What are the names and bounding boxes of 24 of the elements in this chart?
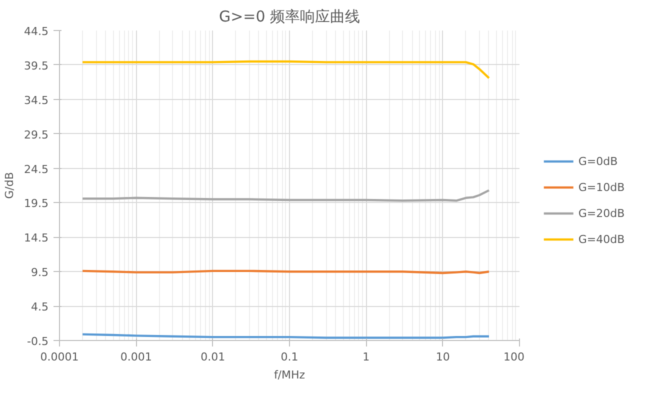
x-tick-label: 100 (504, 350, 525, 364)
y-tick-label: 39.5 (24, 59, 49, 72)
legend-label: G=40dB (578, 232, 625, 246)
y-tick-label: 44.5 (24, 25, 49, 38)
y-tick-label: 14.5 (24, 232, 49, 245)
legend-label: G=20dB (578, 206, 625, 220)
y-tick-label: 19.5 (24, 197, 49, 210)
y-tick-label: 4.5 (31, 300, 49, 314)
y-tick-label: 29.5 (24, 128, 49, 142)
x-tick-label: 0.1 (280, 350, 298, 364)
y-axis-title: G/dB (3, 172, 16, 199)
x-tick-label: 0.001 (120, 350, 152, 364)
legend-label: G=10dB (578, 180, 625, 194)
x-axis-title: f/MHz (274, 368, 306, 382)
y-tick-label: 34.5 (24, 94, 49, 107)
x-tick-label: 1 (362, 350, 370, 364)
legend-label: G=0dB (578, 154, 618, 168)
y-tick-label: -0.5 (27, 335, 49, 348)
x-tick-label: 0.01 (200, 350, 226, 364)
y-tick-label: 24.5 (24, 162, 49, 176)
x-tick-label: 0.0001 (40, 350, 79, 364)
y-tick-label: 9.5 (31, 266, 49, 280)
x-tick-label: 10 (436, 350, 450, 364)
chart-title: G>=0 频率响应曲线 (218, 8, 360, 26)
